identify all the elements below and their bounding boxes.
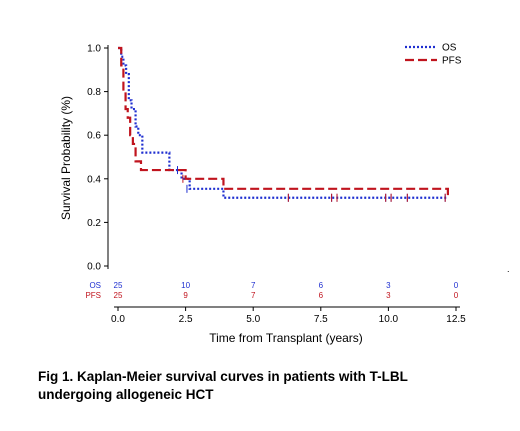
x-tick-label: 10.0: [379, 314, 399, 325]
risk-count: 9: [183, 291, 188, 300]
x-tick-label: 0.0: [111, 314, 125, 325]
y-tick-label: 0.4: [87, 174, 101, 185]
figure-caption: Fig 1. Kaplan-Meier survival curves in p…: [38, 368, 498, 404]
risk-count: 10: [181, 281, 190, 290]
risk-row-label: PFS: [85, 291, 101, 300]
risk-count: 0: [454, 291, 459, 300]
risk-count: 6: [319, 291, 324, 300]
risk-count: 0: [454, 281, 459, 290]
y-tick-label: 0.2: [87, 218, 101, 229]
x-tick-label: 12.5: [446, 314, 466, 325]
x-tick-label: 5.0: [246, 314, 260, 325]
stray-dot: .: [507, 264, 510, 274]
caption-line-1: Fig 1. Kaplan-Meier survival curves in p…: [38, 369, 408, 384]
risk-count: 25: [114, 291, 123, 300]
legend-label-os: OS: [442, 43, 457, 54]
risk-count: 25: [114, 281, 123, 290]
risk-count: 3: [386, 291, 391, 300]
x-tick-label: 2.5: [179, 314, 193, 325]
legend-label-pfs: PFS: [442, 56, 462, 67]
risk-table: OS 25 10 7 6 3 0 PFS 25 9 7 6 3 0: [85, 281, 458, 300]
y-tick-label: 0.6: [87, 131, 101, 142]
series-line-pfs: [118, 46, 449, 198]
x-tick-label: 7.5: [314, 314, 328, 325]
y-tick-label: 1.0: [87, 44, 101, 55]
y-axis: 0.0 0.2 0.4 0.6 0.8 1.0: [87, 44, 109, 273]
risk-row-label: OS: [89, 281, 101, 290]
y-axis-title: Survival Probability (%): [59, 96, 73, 220]
x-axis: 0.0 2.5 5.0 7.5 10.0 12.5: [111, 306, 466, 325]
series-line-os: [118, 46, 448, 199]
caption-line-2: undergoing allogeneic HCT: [38, 387, 214, 402]
risk-count: 3: [386, 281, 391, 290]
plot-series: [118, 46, 449, 202]
risk-count: 6: [319, 281, 324, 290]
y-tick-label: 0.8: [87, 87, 101, 98]
y-tick-label: 0.0: [87, 262, 101, 273]
risk-count: 7: [251, 281, 256, 290]
risk-count: 7: [251, 291, 256, 300]
x-axis-title: Time from Transplant (years): [209, 331, 363, 345]
legend: OS PFS: [405, 43, 462, 67]
